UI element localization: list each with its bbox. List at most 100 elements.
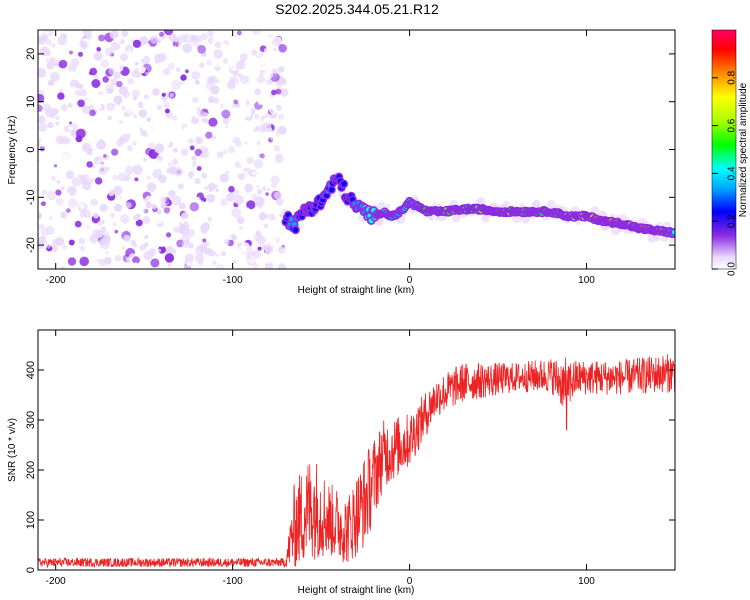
noise-blob xyxy=(88,71,93,75)
noise-blob xyxy=(194,148,202,157)
noise-blob xyxy=(70,58,80,68)
noise-blob xyxy=(121,30,129,38)
noise-blob xyxy=(205,131,213,139)
noise-blob xyxy=(58,59,68,69)
noise-blob xyxy=(74,38,81,46)
noise-blob xyxy=(265,256,273,264)
noise-blob xyxy=(273,47,277,52)
noise-blob xyxy=(81,104,92,114)
noise-blob xyxy=(165,212,171,218)
noise-blob xyxy=(169,92,175,98)
noise-blob xyxy=(50,98,55,103)
noise-blob xyxy=(164,140,170,147)
noise-blob xyxy=(127,227,132,232)
y-tick-label: -20 xyxy=(25,237,37,253)
noise-blob xyxy=(148,142,155,149)
noise-blob xyxy=(226,154,236,163)
noise-blob xyxy=(215,253,220,257)
noise-blob xyxy=(53,164,58,168)
noise-blob xyxy=(164,30,174,36)
noise-blob xyxy=(148,203,152,207)
noise-blob xyxy=(78,51,83,57)
noise-blob xyxy=(143,197,148,203)
noise-blob xyxy=(194,115,199,119)
noise-blob xyxy=(79,203,85,209)
noise-blob xyxy=(131,262,141,269)
noise-blob xyxy=(120,151,127,158)
noise-blob xyxy=(44,139,48,144)
noise-blob xyxy=(87,50,96,59)
noise-blob xyxy=(228,185,235,193)
noise-blob xyxy=(156,155,161,159)
ridge-halo xyxy=(502,200,510,209)
noise-blob xyxy=(140,262,146,268)
noise-blob xyxy=(119,65,124,70)
noise-blob xyxy=(277,140,284,146)
noise-blob xyxy=(163,101,170,109)
noise-blob xyxy=(38,212,43,220)
noise-blob xyxy=(114,254,122,262)
noise-blob xyxy=(167,189,176,198)
ridge-halo xyxy=(493,202,499,208)
noise-blob xyxy=(79,211,87,218)
spectrogram-y-axis: -20 -10 0 10 20 xyxy=(25,48,675,253)
noise-blob xyxy=(93,64,97,68)
noise-blob xyxy=(192,97,199,104)
noise-blob xyxy=(132,141,137,146)
noise-blob xyxy=(271,37,280,47)
noise-blob xyxy=(213,175,220,182)
noise-blob xyxy=(257,246,262,251)
noise-blob xyxy=(272,187,276,191)
noise-blob xyxy=(112,245,121,254)
noise-blob xyxy=(277,125,287,135)
noise-blob xyxy=(39,146,45,152)
noise-blob xyxy=(119,134,129,144)
noise-blob xyxy=(189,202,199,212)
noise-blob xyxy=(134,61,139,66)
colorbar-tick-label: 0.6 xyxy=(727,118,738,132)
noise-blob xyxy=(202,112,209,119)
noise-blob xyxy=(200,101,205,106)
snr-y-axis: 0 100 200 300 400 xyxy=(25,361,675,573)
noise-blob xyxy=(98,34,106,42)
noise-blob xyxy=(172,158,179,166)
noise-blob xyxy=(96,93,105,102)
noise-blob xyxy=(247,255,251,260)
noise-blob xyxy=(167,161,173,167)
snr-x-axis: -200 -100 0 100 xyxy=(46,330,595,587)
snr-plot-area xyxy=(38,354,675,569)
noise-blob xyxy=(256,185,260,189)
noise-blob xyxy=(87,93,91,97)
ridge-halo xyxy=(615,214,621,219)
noise-blob xyxy=(100,226,107,233)
noise-blob xyxy=(139,36,149,45)
noise-blob xyxy=(156,218,163,225)
noise-blob xyxy=(110,78,118,86)
noise-blob xyxy=(67,198,78,209)
noise-blob xyxy=(68,71,75,77)
noise-blob xyxy=(114,122,124,132)
noise-blob xyxy=(156,100,160,104)
noise-blob xyxy=(103,256,112,265)
noise-blob xyxy=(265,192,269,196)
noise-blob xyxy=(38,262,42,267)
noise-blob xyxy=(202,238,207,243)
noise-blob xyxy=(84,62,90,68)
noise-blob xyxy=(230,63,238,72)
noise-blob xyxy=(75,128,86,139)
noise-blob xyxy=(282,84,288,89)
noise-blob xyxy=(115,86,119,90)
noise-blob xyxy=(181,148,189,156)
noise-blob xyxy=(271,225,281,235)
y-tick-label: 0 xyxy=(25,146,37,152)
noise-blob xyxy=(188,138,194,144)
noise-blob xyxy=(253,189,258,194)
noise-blob xyxy=(231,77,240,85)
y-tick-label: 0 xyxy=(25,567,37,573)
noise-blob xyxy=(201,33,208,40)
noise-blob xyxy=(261,122,272,132)
noise-blob xyxy=(236,110,247,120)
noise-blob xyxy=(156,104,162,110)
noise-blob xyxy=(61,153,69,161)
noise-blob xyxy=(202,222,210,230)
